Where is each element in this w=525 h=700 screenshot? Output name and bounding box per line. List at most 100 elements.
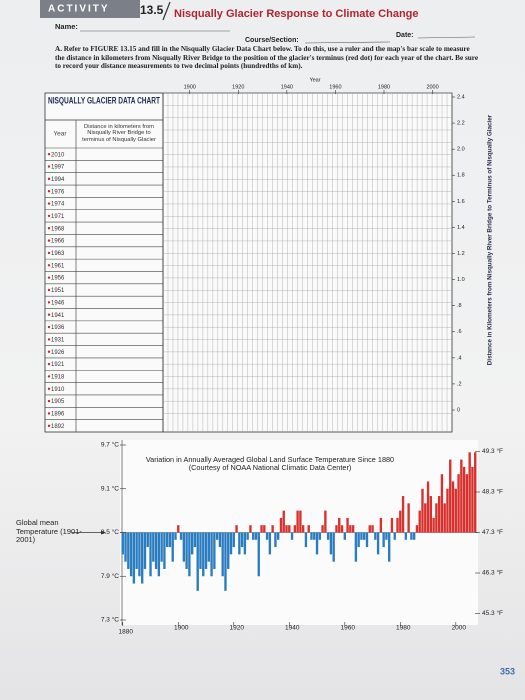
year-cell: 1946: [51, 300, 65, 306]
y-tick-label: 7.9 °C: [101, 572, 119, 580]
y-tick-label: 9.7 °C: [101, 441, 119, 449]
year-cell: 1976: [51, 189, 65, 195]
year-cell: 1892: [51, 424, 65, 430]
bar: [132, 532, 136, 584]
red-dot: [47, 227, 51, 230]
y-tick-label: 2.0: [457, 147, 465, 153]
bar: [313, 532, 316, 540]
bar: [399, 510, 402, 533]
bar: [224, 532, 227, 591]
bar: [171, 532, 174, 562]
red-dot: [47, 325, 51, 329]
activity-number: 13.5: [140, 3, 164, 17]
bar: [157, 532, 161, 577]
x-tick-label: 1960: [341, 625, 356, 632]
distance-header: Distance in kilometers from Nisqually Ri…: [82, 124, 156, 143]
bar: [146, 532, 149, 548]
tab-slash: [162, 1, 171, 21]
bar: [318, 532, 321, 540]
bar: [393, 532, 396, 540]
bar: [424, 503, 427, 533]
y2-tick-label: 45.3 °F: [482, 609, 503, 617]
bar: [199, 532, 202, 569]
annotation: Global mean Temperature (1901-2001): [16, 518, 82, 544]
bar: [451, 481, 455, 533]
bar: [388, 532, 391, 562]
bar: [329, 532, 333, 555]
bar: [190, 532, 194, 555]
bar: [460, 459, 463, 533]
y-tick-label: 1.6: [457, 199, 465, 205]
bar: [243, 532, 247, 555]
y-tick-label: 1.8: [457, 173, 465, 179]
instruction-text: Refer to FIGURE 13.15 and fill in the Ni…: [55, 45, 479, 71]
bar: [374, 532, 377, 540]
bar: [410, 532, 413, 540]
red-dot: [47, 301, 51, 304]
bar: [288, 525, 291, 533]
bar: [177, 525, 180, 533]
bar: [207, 532, 210, 562]
red-dot: [47, 313, 51, 316]
glacier-graph: 1900 1920 1940 1960 1980 2000 Year 0 .2 .4 .6 .8 1.0…: [163, 77, 494, 432]
bar: [268, 532, 272, 555]
bar: [174, 532, 177, 540]
red-dot: [47, 412, 51, 415]
bar: [474, 452, 477, 533]
y-tick-label: .6: [457, 329, 462, 335]
bar: [443, 503, 446, 533]
bar: [382, 532, 385, 548]
y-tick-label: 7.3 °C: [101, 616, 119, 624]
red-dot: [47, 214, 51, 218]
bar: [363, 532, 366, 540]
bar: [238, 532, 241, 555]
page-number: 353: [500, 666, 515, 676]
bar: [210, 532, 213, 577]
year-cell: 1931: [51, 337, 65, 343]
bar: [121, 532, 124, 555]
year-cell: 1961: [51, 263, 65, 269]
year-cell: 2010: [51, 152, 65, 158]
bar: [346, 517, 349, 533]
bar: [390, 517, 394, 533]
year-cell: 1966: [51, 239, 65, 245]
subtitle-line: (Courtesy of NOAA National Climatic Data…: [188, 463, 352, 473]
red-dot: [47, 399, 51, 403]
activity-tab: [40, 0, 140, 18]
activity-title: Nisqually Glacier Response to Climate Ch…: [174, 8, 419, 20]
y-tick-label: 9.1 °C: [101, 484, 119, 492]
bar: [418, 510, 421, 533]
arrow-head: [101, 530, 106, 535]
bar: [285, 525, 288, 533]
bar: [435, 503, 438, 533]
x-tick-label: 2000: [426, 84, 438, 90]
bar: [282, 510, 285, 533]
y-tick-label: .8: [457, 303, 462, 309]
bar: [326, 532, 330, 540]
bar: [310, 532, 313, 540]
bar: [368, 525, 371, 533]
year-cell: 1918: [51, 375, 65, 381]
bar: [351, 525, 355, 533]
year-header: Year: [53, 131, 67, 138]
y-tick-label: 1.2: [457, 251, 465, 257]
date-label: Date:: [396, 32, 414, 39]
y-tick-label: 2.2: [457, 121, 465, 127]
bar: [249, 525, 252, 533]
red-dot: [47, 190, 51, 193]
year-cell: 1974: [51, 202, 65, 208]
y-tick-label: 1.0: [457, 277, 465, 283]
bar: [188, 532, 191, 577]
bar: [404, 532, 408, 540]
x-tick-label: 1920: [230, 625, 245, 632]
bar: [163, 532, 166, 569]
year-cell: 1926: [51, 350, 65, 356]
bar: [307, 525, 310, 533]
bar: [371, 525, 374, 533]
year-cell: 1968: [51, 226, 65, 232]
bar: [204, 532, 208, 569]
bar: [246, 532, 249, 540]
red-dot: [47, 338, 51, 341]
